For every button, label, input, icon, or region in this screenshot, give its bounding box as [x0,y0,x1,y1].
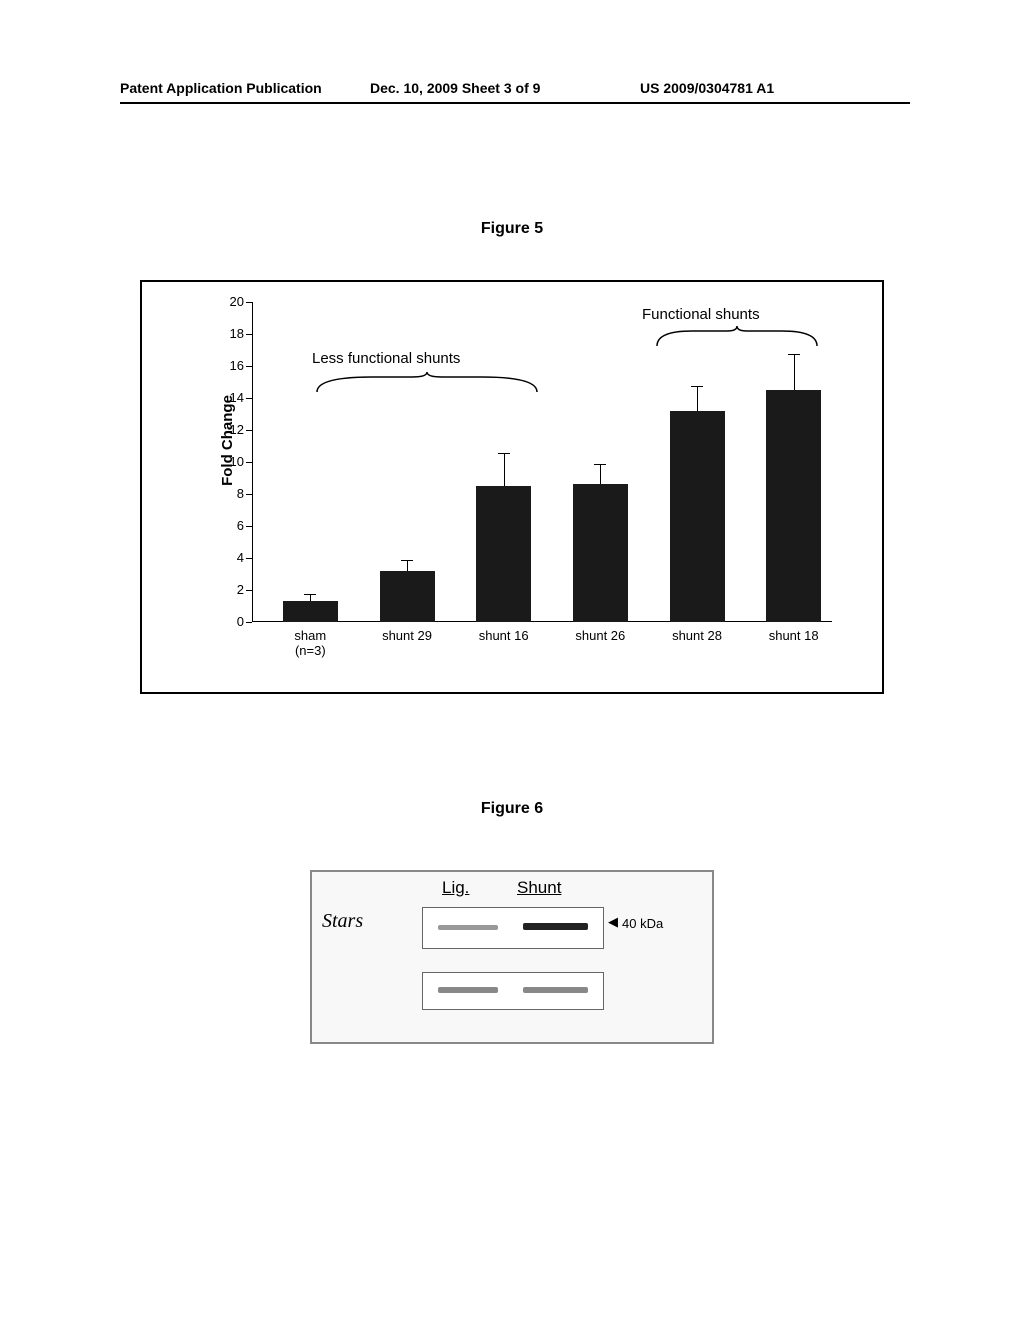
loading-band-box [422,972,604,1010]
y-tick [246,398,252,399]
error-bar [794,355,795,390]
y-tick [246,366,252,367]
y-tick [246,302,252,303]
bar [283,601,338,622]
less-functional-brace [312,372,542,396]
bar [670,411,725,622]
y-tick [246,494,252,495]
y-tick-label: 6 [204,518,244,533]
y-tick [246,334,252,335]
y-tick [246,430,252,431]
y-tick-label: 16 [204,358,244,373]
error-bar [407,561,408,571]
y-tick-label: 0 [204,614,244,629]
bar [476,486,531,622]
figure5-chart: Fold Change Less functional shunts Funct… [140,280,884,694]
x-category-label: shunt 16 [461,628,546,643]
figure6-blot: Lig. Shunt Stars ◀ 40 kDa [310,870,714,1044]
error-cap [304,594,316,595]
y-tick [246,558,252,559]
functional-label: Functional shunts [642,306,760,323]
y-tick [246,622,252,623]
y-tick-label: 4 [204,550,244,565]
bar [380,571,435,622]
header-date-sheet: Dec. 10, 2009 Sheet 3 of 9 [370,80,540,96]
header-rule [120,102,910,104]
stars-row-label: Stars [322,910,363,933]
y-tick-label: 8 [204,486,244,501]
mw-label: 40 kDa [622,916,663,931]
x-category-label: shunt 28 [655,628,740,643]
bar [766,390,821,622]
y-tick [246,526,252,527]
x-category-label: shunt 29 [365,628,450,643]
x-category-label: sham(n=3) [268,628,353,658]
y-tick-label: 12 [204,422,244,437]
lane-shunt-label: Shunt [517,878,561,898]
header-doc-number: US 2009/0304781 A1 [640,80,774,96]
y-axis [252,302,253,622]
stars-band-box [422,907,604,949]
functional-brace [652,326,822,350]
error-cap [788,354,800,355]
error-cap [498,453,510,454]
y-tick [246,590,252,591]
x-category-label: shunt 26 [558,628,643,643]
y-tick-label: 10 [204,454,244,469]
error-cap [691,386,703,387]
header-publication: Patent Application Publication [120,80,322,96]
y-tick-label: 2 [204,582,244,597]
lane-lig-label: Lig. [442,878,469,898]
y-tick-label: 14 [204,390,244,405]
error-cap [401,560,413,561]
figure6-title: Figure 6 [0,800,1024,818]
y-tick-label: 20 [204,294,244,309]
error-bar [600,465,601,484]
band-lig-loading [438,987,498,993]
band-shunt-loading [523,987,588,993]
band-lig-stars [438,925,498,930]
y-tick-label: 18 [204,326,244,341]
mw-arrow-icon: ◀ [608,914,618,930]
band-shunt-stars [523,923,588,930]
less-functional-label: Less functional shunts [312,350,460,367]
figure5-title: Figure 5 [0,220,1024,238]
x-axis [252,621,832,622]
bar [573,484,628,622]
error-bar [310,595,311,601]
y-axis-label: Fold Change [219,395,236,486]
error-bar [697,387,698,411]
y-tick [246,462,252,463]
x-category-label: shunt 18 [751,628,836,643]
error-cap [594,464,606,465]
error-bar [504,454,505,486]
